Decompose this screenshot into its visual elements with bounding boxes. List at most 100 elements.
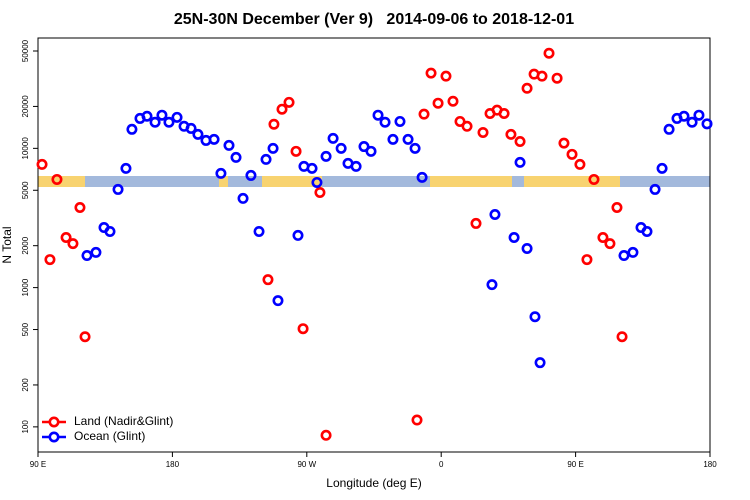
x-tick-label: 90 E — [567, 460, 583, 469]
point — [402, 133, 414, 145]
point — [663, 123, 675, 135]
point — [283, 96, 295, 108]
point — [477, 126, 489, 138]
point — [486, 279, 498, 291]
point — [126, 123, 138, 135]
point — [320, 429, 332, 441]
y-tick-label: 200 — [21, 378, 30, 392]
x-tick-label: 90 E — [30, 460, 46, 469]
point — [416, 171, 428, 183]
point — [656, 162, 668, 174]
point — [641, 225, 653, 237]
point — [51, 173, 63, 185]
point — [470, 217, 482, 229]
point — [411, 414, 423, 426]
x-tick-label: 90 W — [297, 460, 316, 469]
point — [372, 109, 384, 121]
point — [104, 225, 116, 237]
legend-label: Ocean (Glint) — [74, 429, 145, 443]
point — [44, 254, 56, 266]
point — [379, 116, 391, 128]
point — [120, 162, 132, 174]
point — [192, 128, 204, 140]
point — [489, 208, 501, 220]
point — [461, 120, 473, 132]
x-tick-label: 180 — [703, 460, 717, 469]
point — [262, 274, 274, 286]
point — [616, 331, 628, 343]
legend-marker — [48, 431, 60, 443]
point — [365, 145, 377, 157]
point — [447, 95, 459, 107]
y-tick-label: 100 — [21, 420, 30, 434]
point — [163, 116, 175, 128]
point — [260, 153, 272, 165]
point — [588, 173, 600, 185]
y-tick-label: 1000 — [21, 278, 30, 296]
point — [649, 183, 661, 195]
point — [558, 137, 570, 149]
point — [141, 110, 153, 122]
y-axis-label: N Total — [0, 226, 14, 263]
x-tick-label: 0 — [439, 460, 444, 469]
point — [171, 111, 183, 123]
point — [611, 202, 623, 214]
point — [230, 151, 242, 163]
point — [156, 109, 168, 121]
point — [686, 116, 698, 128]
y-tick-label: 5000 — [21, 181, 30, 199]
point — [290, 145, 302, 157]
legend-label: Land (Nadir&Glint) — [74, 414, 173, 428]
point — [306, 162, 318, 174]
point — [618, 250, 630, 262]
point — [440, 70, 452, 82]
point — [237, 192, 249, 204]
point — [574, 158, 586, 170]
point — [521, 242, 533, 254]
plot-frame — [37, 37, 711, 453]
point — [409, 142, 421, 154]
point — [60, 231, 72, 243]
point — [514, 135, 526, 147]
point — [387, 133, 399, 145]
point — [253, 225, 265, 237]
point — [425, 67, 437, 79]
point — [432, 97, 444, 109]
point — [215, 167, 227, 179]
point — [74, 202, 86, 214]
point — [701, 118, 713, 130]
x-axis-label: Longitude (deg E) — [326, 476, 421, 490]
point — [276, 103, 288, 115]
point — [297, 323, 309, 335]
point — [79, 331, 91, 343]
point — [268, 118, 280, 130]
point — [335, 142, 347, 154]
y-tick-label: 500 — [21, 322, 30, 336]
point — [208, 133, 220, 145]
point — [498, 107, 510, 119]
chart-title: 25N-30N December (Ver 9) 2014-09-06 to 2… — [174, 11, 574, 28]
point — [314, 186, 326, 198]
y-tick-label: 20000 — [21, 95, 30, 118]
point — [551, 72, 563, 84]
point — [272, 295, 284, 307]
land-ocean-strip — [38, 176, 710, 187]
point — [350, 160, 362, 172]
y-tick-label: 10000 — [21, 137, 30, 160]
point — [678, 110, 690, 122]
y-tick-label: 50000 — [21, 39, 30, 62]
point — [534, 357, 546, 369]
point — [581, 254, 593, 266]
point — [566, 148, 578, 160]
point — [529, 311, 541, 323]
point — [693, 109, 705, 121]
point — [454, 115, 466, 127]
y-tick-label: 2000 — [21, 236, 30, 254]
point — [36, 158, 48, 170]
legend-marker — [48, 416, 60, 428]
point — [112, 183, 124, 195]
x-tick-label: 180 — [166, 460, 180, 469]
point — [536, 70, 548, 82]
point — [604, 238, 616, 250]
